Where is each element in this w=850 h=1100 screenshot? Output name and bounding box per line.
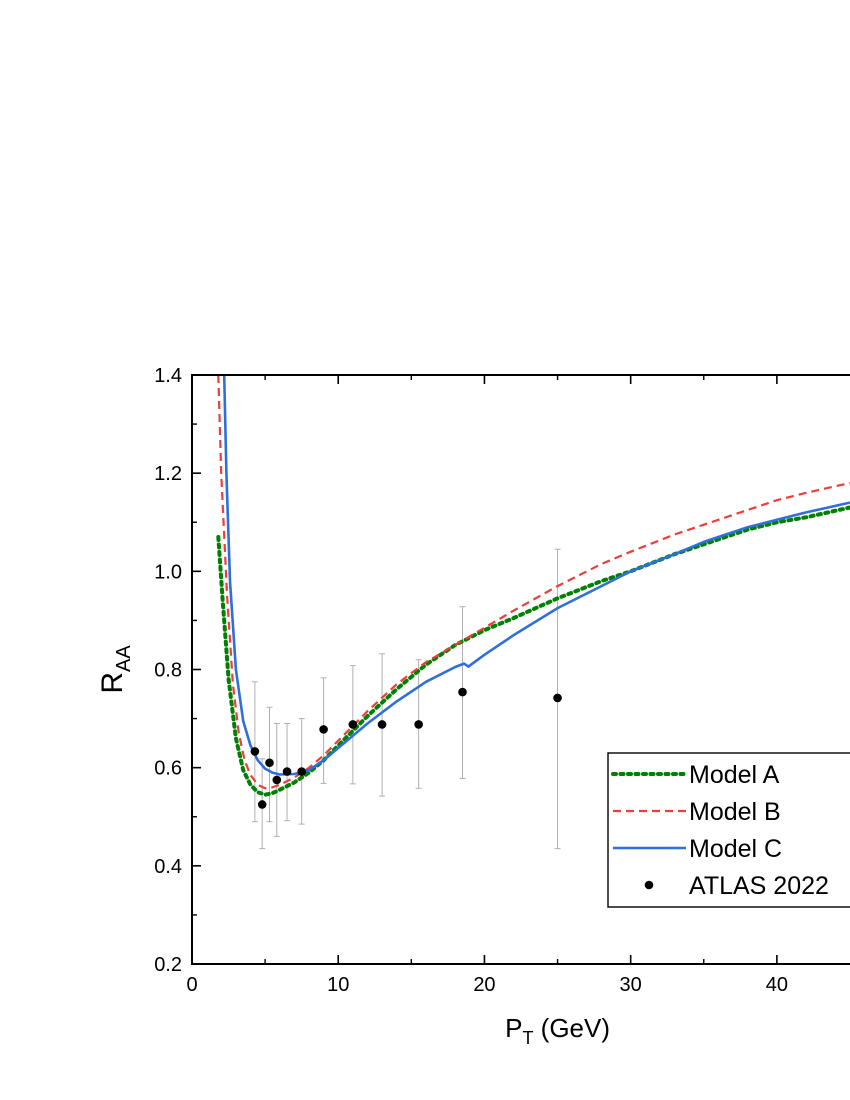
data-point: [250, 747, 260, 756]
data-point: [458, 687, 467, 697]
legend-label: Model A: [689, 761, 780, 789]
model-curves: [216, 375, 850, 797]
series-line-model-b: [217, 375, 850, 790]
x-axis-title: PT (GeV): [505, 1013, 610, 1048]
legend-swatch: [644, 880, 654, 890]
data-point: [257, 800, 267, 809]
x-tick-label: 40: [766, 974, 788, 996]
series-line-model-a: [216, 505, 850, 797]
x-tick-label: 0: [186, 974, 197, 996]
y-axis-title: RAA: [96, 645, 135, 694]
data-point: [553, 693, 562, 703]
x-tick-label: 10: [327, 974, 349, 996]
y-tick-label: 0.6: [154, 758, 182, 780]
data-point: [377, 720, 387, 729]
legend-label: Model C: [689, 835, 782, 863]
data-point: [414, 720, 423, 729]
x-tick-label: 30: [620, 974, 642, 996]
data-points: [250, 687, 562, 809]
legend-label: ATLAS 2022: [689, 872, 829, 900]
y-tick-label: 0.8: [154, 660, 182, 682]
y-tick-label: 1.0: [154, 561, 182, 583]
series-line-model-c: [222, 375, 850, 776]
data-point: [297, 767, 306, 776]
legend-label: Model B: [689, 798, 781, 826]
error-bars: [251, 548, 561, 850]
legend: Model A Model B Model C ATLAS 2022: [607, 752, 850, 908]
data-point: [348, 720, 358, 729]
data-point: [319, 725, 328, 734]
y-tick-label: 1.4: [154, 365, 182, 387]
data-point: [282, 767, 292, 776]
y-tick-label: 0.4: [154, 856, 182, 878]
axes: 0 10 20 30 40 0.2 0.4 0.6 0.8 1.0 1.2 1.4 PT (GeV) RA…: [96, 365, 850, 1048]
data-point: [272, 775, 282, 785]
data-point: [265, 758, 274, 768]
x-tick-label: 20: [473, 974, 495, 996]
y-tick-label: 1.2: [154, 463, 182, 485]
y-tick-label: 0.2: [154, 954, 182, 976]
